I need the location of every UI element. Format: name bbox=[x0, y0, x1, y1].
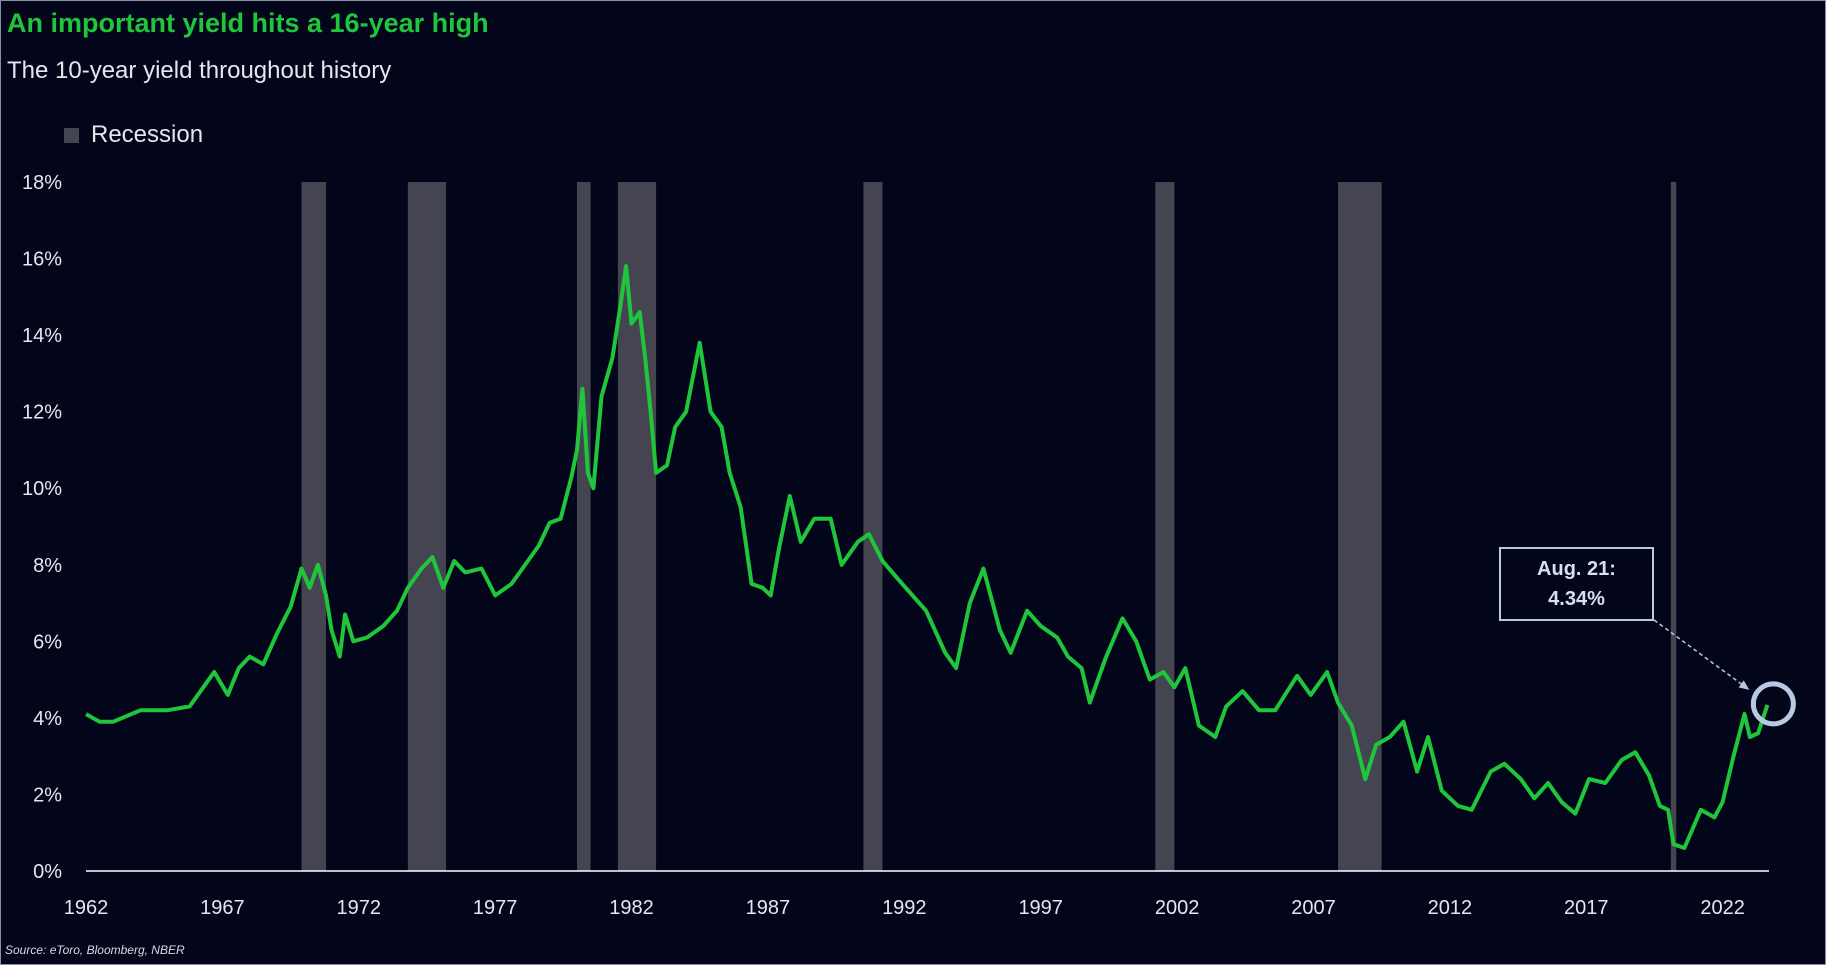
chart-subtitle: The 10-year yield throughout history bbox=[7, 57, 392, 84]
recession-band-7 bbox=[1670, 182, 1677, 871]
recession-band-6 bbox=[1338, 182, 1382, 871]
annotation-arrowhead bbox=[1738, 680, 1750, 690]
legend-label-recession: Recession bbox=[91, 121, 204, 148]
x-tick-label: 1967 bbox=[200, 897, 245, 919]
annotation-callout: Aug. 21: 4.34% bbox=[1499, 547, 1654, 621]
y-tick-label: 8% bbox=[33, 555, 62, 577]
x-tick-label: 1972 bbox=[337, 897, 382, 919]
y-tick-label: 10% bbox=[22, 478, 62, 500]
annotation-arrow bbox=[1653, 619, 1750, 691]
y-tick-label: 0% bbox=[33, 861, 62, 883]
series-lines bbox=[85, 264, 1770, 850]
x-tick-label: 2012 bbox=[1428, 897, 1473, 919]
y-tick-label: 4% bbox=[33, 708, 62, 730]
series-line-0 bbox=[85, 264, 1770, 850]
annotation-date: Aug. 21: bbox=[1537, 558, 1616, 580]
legend-swatch-recession bbox=[64, 127, 79, 143]
recession-bands bbox=[301, 182, 1677, 871]
y-tick-label: 16% bbox=[22, 249, 62, 271]
annotation-value: 4.34% bbox=[1548, 588, 1605, 610]
annotation-marks bbox=[1653, 619, 1796, 727]
recession-band-0 bbox=[301, 182, 327, 871]
x-tick-label: 2017 bbox=[1564, 897, 1609, 919]
recession-band-4 bbox=[863, 182, 883, 871]
recession-band-3 bbox=[617, 182, 657, 871]
x-tick-label: 1992 bbox=[882, 897, 927, 919]
chart-title: An important yield hits a 16-year high bbox=[7, 8, 489, 38]
x-tick-label: 2002 bbox=[1155, 897, 1200, 919]
y-tick-label: 2% bbox=[33, 784, 62, 806]
recession-band-2 bbox=[576, 182, 591, 871]
source-note: Source: eToro, Bloomberg, NBER bbox=[5, 943, 185, 957]
recession-band-1 bbox=[407, 182, 447, 871]
axes: 0% 2% 4% 6% 8% 10% 12% 14% 16% 18% 1962 1967 1972 197… bbox=[22, 172, 1769, 919]
annotation-circle bbox=[1750, 681, 1796, 727]
legend: Recession bbox=[64, 121, 203, 149]
y-tick-label: 12% bbox=[22, 402, 62, 424]
x-tick-label: 1962 bbox=[64, 897, 109, 919]
recession-band-5 bbox=[1155, 182, 1175, 871]
x-tick-label: 2022 bbox=[1700, 897, 1745, 919]
x-tick-label: 1982 bbox=[609, 897, 654, 919]
x-tick-label: 1977 bbox=[473, 897, 518, 919]
y-tick-label: 18% bbox=[22, 172, 62, 194]
y-tick-label: 14% bbox=[22, 325, 62, 347]
x-tick-label: 1997 bbox=[1018, 897, 1063, 919]
x-tick-label: 2007 bbox=[1291, 897, 1336, 919]
y-tick-label: 6% bbox=[33, 631, 62, 653]
x-tick-label: 1987 bbox=[746, 897, 791, 919]
